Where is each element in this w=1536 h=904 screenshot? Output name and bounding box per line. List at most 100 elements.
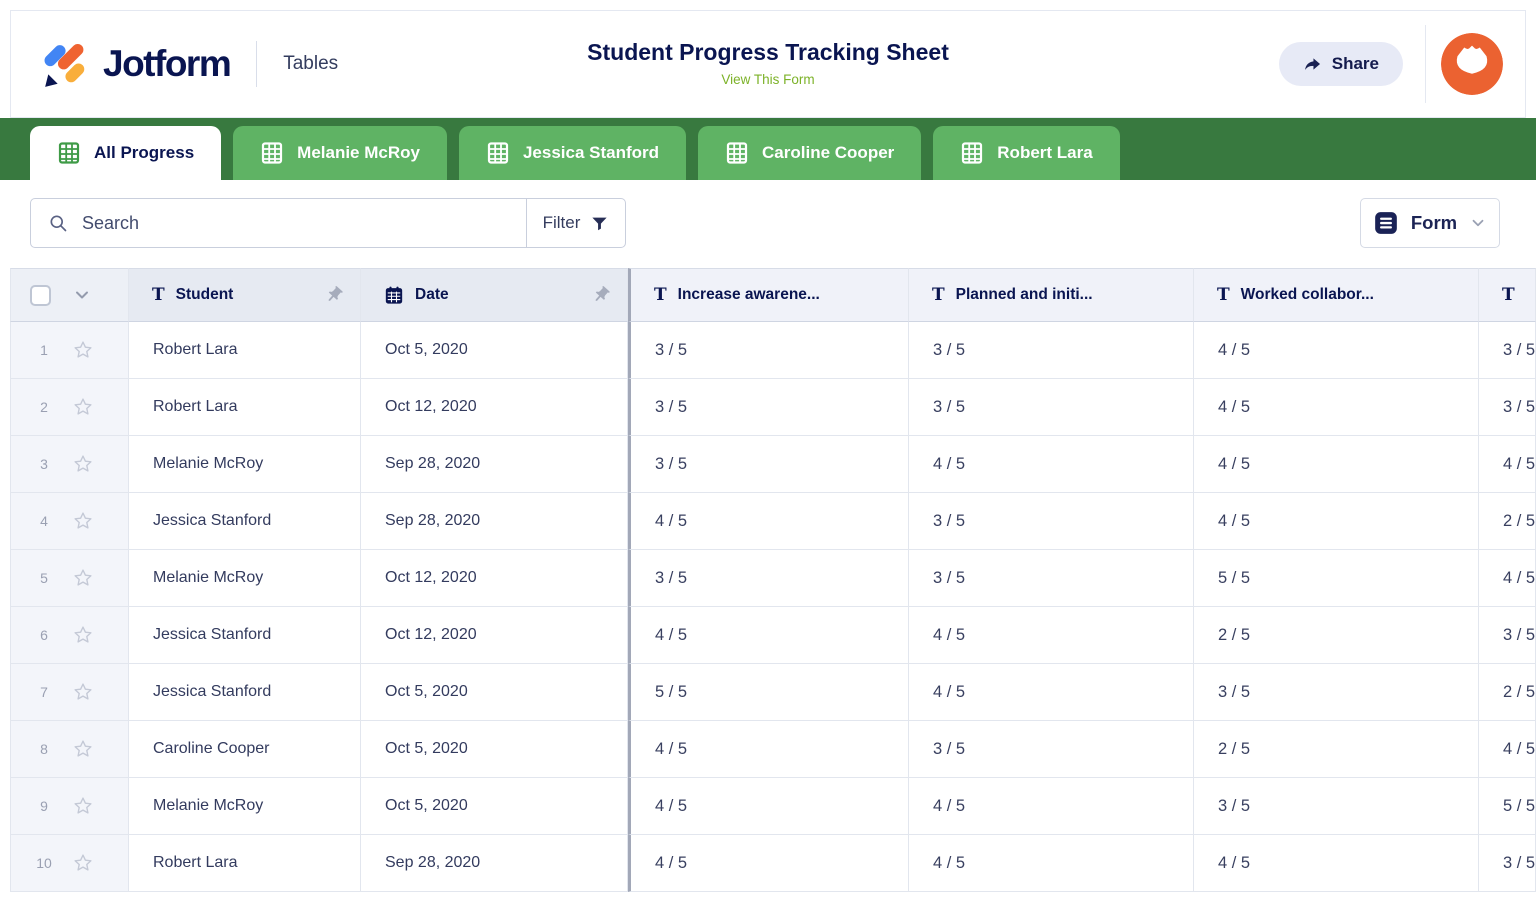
star-icon[interactable]: [72, 681, 94, 703]
tab-melanie-mcroy[interactable]: Melanie McRoy: [233, 126, 447, 180]
score-cell[interactable]: 3 / 5: [628, 322, 909, 379]
score-cell[interactable]: 3 / 5: [1194, 664, 1479, 721]
jotform-logo-icon[interactable]: [41, 39, 91, 89]
tab-jessica-stanford[interactable]: Jessica Stanford: [458, 126, 687, 180]
score-cell[interactable]: 5 / 5: [1194, 550, 1479, 607]
form-view-button[interactable]: Form: [1360, 198, 1500, 248]
score-cell[interactable]: 2 / 5: [1194, 721, 1479, 778]
score-cell[interactable]: 3 / 5: [1479, 835, 1536, 892]
column-header-student[interactable]: T Student: [129, 268, 361, 322]
score-cell[interactable]: 4 / 5: [628, 835, 909, 892]
tab-all-progress[interactable]: All Progress: [30, 126, 222, 180]
student-cell[interactable]: Caroline Cooper: [129, 721, 361, 778]
share-button[interactable]: Share: [1278, 42, 1403, 86]
star-icon[interactable]: [72, 624, 94, 646]
brand-wordmark[interactable]: Jotform: [103, 43, 232, 84]
star-icon[interactable]: [72, 852, 94, 874]
score-cell[interactable]: 3 / 5: [909, 493, 1194, 550]
pin-icon[interactable]: [591, 285, 611, 305]
column-header-increase-awareness[interactable]: T Increase awarene...: [628, 268, 909, 322]
student-cell[interactable]: Jessica Stanford: [129, 607, 361, 664]
user-avatar[interactable]: [1441, 33, 1503, 95]
student-cell[interactable]: Robert Lara: [129, 379, 361, 436]
score-cell[interactable]: 2 / 5: [1479, 493, 1536, 550]
score-cell[interactable]: 5 / 5: [628, 664, 909, 721]
score-cell[interactable]: 4 / 5: [1194, 379, 1479, 436]
star-icon[interactable]: [72, 738, 94, 760]
row-select-cell[interactable]: 3: [10, 436, 129, 493]
score-cell[interactable]: 3 / 5: [909, 721, 1194, 778]
score-cell[interactable]: 5 / 5: [1479, 778, 1536, 835]
score-cell[interactable]: 3 / 5: [1194, 778, 1479, 835]
row-select-cell[interactable]: 2: [10, 379, 129, 436]
score-cell[interactable]: 4 / 5: [628, 493, 909, 550]
date-cell[interactable]: Sep 28, 2020: [361, 493, 628, 550]
view-form-link[interactable]: View This Form: [721, 72, 815, 87]
row-select-cell[interactable]: 10: [10, 835, 129, 892]
student-cell[interactable]: Melanie McRoy: [129, 436, 361, 493]
pin-icon[interactable]: [324, 285, 344, 305]
date-cell[interactable]: Oct 5, 2020: [361, 778, 628, 835]
score-cell[interactable]: 4 / 5: [1479, 436, 1536, 493]
score-cell[interactable]: 4 / 5: [628, 778, 909, 835]
score-cell[interactable]: 2 / 5: [1479, 664, 1536, 721]
student-cell[interactable]: Jessica Stanford: [129, 493, 361, 550]
score-cell[interactable]: 4 / 5: [909, 607, 1194, 664]
score-cell[interactable]: 4 / 5: [1194, 493, 1479, 550]
column-header-clipped[interactable]: T: [1479, 268, 1536, 322]
select-all-checkbox[interactable]: [30, 284, 51, 306]
score-cell[interactable]: 4 / 5: [628, 607, 909, 664]
date-cell[interactable]: Oct 5, 2020: [361, 322, 628, 379]
star-icon[interactable]: [72, 453, 94, 475]
score-cell[interactable]: 3 / 5: [628, 436, 909, 493]
score-cell[interactable]: 4 / 5: [1479, 550, 1536, 607]
student-cell[interactable]: Melanie McRoy: [129, 778, 361, 835]
score-cell[interactable]: 3 / 5: [1479, 322, 1536, 379]
tab-caroline-cooper[interactable]: Caroline Cooper: [698, 126, 922, 180]
score-cell[interactable]: 2 / 5: [1194, 607, 1479, 664]
tab-robert-lara[interactable]: Robert Lara: [933, 126, 1120, 180]
score-cell[interactable]: 3 / 5: [1479, 379, 1536, 436]
score-cell[interactable]: 4 / 5: [909, 835, 1194, 892]
student-cell[interactable]: Robert Lara: [129, 835, 361, 892]
score-cell[interactable]: 4 / 5: [1194, 436, 1479, 493]
star-icon[interactable]: [72, 567, 94, 589]
date-cell[interactable]: Oct 12, 2020: [361, 607, 628, 664]
score-cell[interactable]: 4 / 5: [909, 436, 1194, 493]
score-cell[interactable]: 4 / 5: [909, 778, 1194, 835]
date-cell[interactable]: Oct 12, 2020: [361, 379, 628, 436]
date-cell[interactable]: Oct 5, 2020: [361, 664, 628, 721]
score-cell[interactable]: 3 / 5: [909, 379, 1194, 436]
score-cell[interactable]: 4 / 5: [628, 721, 909, 778]
score-cell[interactable]: 3 / 5: [909, 550, 1194, 607]
row-select-cell[interactable]: 4: [10, 493, 129, 550]
date-cell[interactable]: Sep 28, 2020: [361, 835, 628, 892]
search-input[interactable]: [82, 212, 526, 234]
date-cell[interactable]: Sep 28, 2020: [361, 436, 628, 493]
row-select-cell[interactable]: 9: [10, 778, 129, 835]
student-cell[interactable]: Melanie McRoy: [129, 550, 361, 607]
column-header-planned-initiated[interactable]: T Planned and initi...: [909, 268, 1194, 322]
row-select-cell[interactable]: 6: [10, 607, 129, 664]
column-header-worked-collaboratively[interactable]: T Worked collabor...: [1194, 268, 1479, 322]
score-cell[interactable]: 3 / 5: [628, 379, 909, 436]
score-cell[interactable]: 4 / 5: [1194, 835, 1479, 892]
row-select-cell[interactable]: 8: [10, 721, 129, 778]
row-select-cell[interactable]: 1: [10, 322, 129, 379]
star-icon[interactable]: [72, 795, 94, 817]
filter-button[interactable]: Filter: [526, 199, 625, 247]
star-icon[interactable]: [72, 510, 94, 532]
score-cell[interactable]: 3 / 5: [628, 550, 909, 607]
column-header-date[interactable]: Date: [361, 268, 628, 322]
star-icon[interactable]: [72, 339, 94, 361]
row-select-cell[interactable]: 7: [10, 664, 129, 721]
chevron-down-icon[interactable]: [72, 285, 92, 305]
score-cell[interactable]: 3 / 5: [909, 322, 1194, 379]
score-cell[interactable]: 4 / 5: [1194, 322, 1479, 379]
score-cell[interactable]: 4 / 5: [1479, 721, 1536, 778]
date-cell[interactable]: Oct 12, 2020: [361, 550, 628, 607]
score-cell[interactable]: 4 / 5: [909, 664, 1194, 721]
student-cell[interactable]: Jessica Stanford: [129, 664, 361, 721]
student-cell[interactable]: Robert Lara: [129, 322, 361, 379]
star-icon[interactable]: [72, 396, 94, 418]
